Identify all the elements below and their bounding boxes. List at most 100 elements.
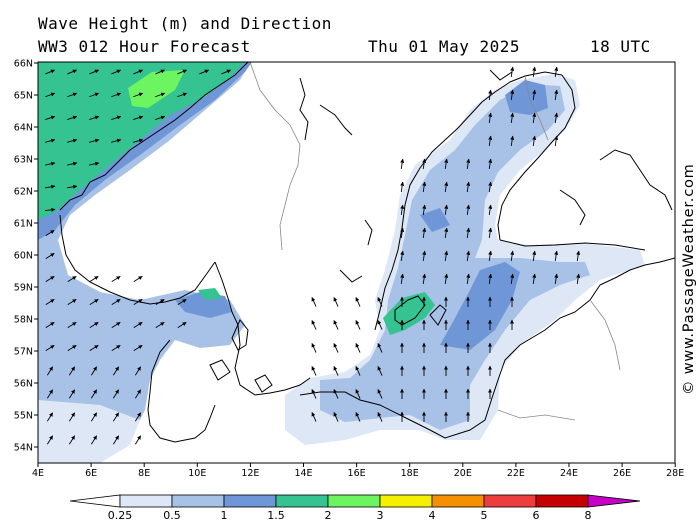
legend-swatch	[535, 494, 589, 508]
direction-arrow	[311, 412, 317, 422]
direction-arrow	[466, 227, 471, 239]
direction-arrow	[576, 250, 581, 262]
legend-swatch	[223, 494, 277, 508]
direction-arrow	[422, 158, 427, 170]
direction-arrow	[90, 435, 98, 445]
direction-arrow	[133, 275, 143, 283]
direction-arrow	[45, 321, 55, 329]
direction-arrow	[355, 343, 361, 353]
lon-tick-label: 12E	[241, 468, 259, 479]
coastlines	[59, 62, 675, 443]
direction-arrow	[333, 366, 339, 376]
direction-arrow	[466, 204, 471, 216]
legend-swatch	[379, 494, 433, 508]
legend-label: 2	[325, 509, 332, 522]
direction-arrow	[177, 69, 187, 75]
direction-arrow	[532, 89, 537, 101]
direction-arrow	[444, 158, 449, 170]
direction-arrow	[510, 66, 515, 78]
direction-arrow	[554, 89, 559, 101]
lat-tick-label: 60N	[14, 251, 33, 262]
lat-tick-label: 58N	[14, 315, 33, 326]
legend-label: 4	[429, 509, 436, 522]
direction-arrow	[488, 89, 493, 101]
legend-swatch	[171, 494, 225, 508]
lat-tick-label: 63N	[14, 155, 33, 166]
direction-arrow	[111, 92, 122, 98]
direction-arrow	[177, 298, 187, 306]
direction-arrow	[68, 412, 76, 422]
direction-arrow	[67, 69, 77, 75]
direction-arrow	[111, 321, 121, 329]
direction-arrow	[67, 138, 78, 143]
direction-arrow	[400, 227, 405, 239]
direction-arrow	[488, 273, 493, 285]
direction-arrow	[155, 115, 166, 120]
direction-arrow	[510, 250, 515, 262]
direction-arrow	[45, 161, 56, 166]
direction-arrow	[68, 389, 76, 399]
direction-arrow	[400, 204, 405, 216]
direction-arrow	[134, 412, 142, 422]
direction-arrow	[89, 298, 99, 306]
lat-tick-label: 62N	[14, 187, 33, 198]
legend-label: 1	[221, 509, 228, 522]
lon-tick-label: 14E	[294, 468, 312, 479]
direction-arrow	[90, 389, 98, 399]
direction-arrow	[311, 366, 317, 376]
direction-arrow	[377, 297, 383, 307]
direction-arrow	[532, 66, 537, 78]
direction-arrow	[134, 389, 142, 399]
direction-arrow	[554, 135, 559, 147]
direction-arrow	[355, 412, 361, 422]
direction-arrow	[45, 138, 56, 143]
direction-arrow	[89, 69, 99, 75]
direction-arrow	[112, 366, 120, 376]
direction-arrow	[444, 204, 449, 216]
chart-title: Wave Height (m) and Direction	[38, 14, 332, 33]
direction-arrow	[89, 321, 99, 329]
direction-arrow	[67, 321, 77, 329]
legend-high-triangle	[587, 494, 641, 508]
direction-arrow	[333, 412, 339, 422]
direction-arrow	[133, 138, 144, 143]
credit-text: © www.PassageWeather.com	[681, 163, 697, 395]
direction-arrow	[466, 158, 471, 170]
legend-swatch	[119, 494, 173, 508]
lon-tick-label: 8E	[138, 468, 150, 479]
lon-tick-label: 24E	[560, 468, 578, 479]
direction-arrow	[155, 92, 166, 98]
lon-tick-label: 4E	[32, 468, 44, 479]
direction-arrow	[466, 273, 471, 285]
legend-label: 0.25	[108, 509, 133, 522]
direction-arrow	[510, 135, 515, 147]
direction-arrow	[311, 389, 317, 399]
direction-arrow	[155, 298, 165, 306]
direction-arrow	[532, 250, 537, 262]
direction-arrow	[67, 298, 77, 306]
direction-arrow	[488, 135, 493, 147]
wave-direction-arrows	[44, 66, 581, 445]
direction-arrow	[333, 343, 339, 353]
direction-arrow	[444, 250, 449, 262]
direction-arrow	[554, 66, 559, 78]
lat-tick-label: 56N	[14, 379, 33, 390]
direction-arrow	[46, 366, 54, 376]
direction-arrow	[400, 181, 405, 193]
longitude-axis: 4E 6E 8E 10E 12E 14E 16E 18E 20E 22E 24E 26E 28E	[32, 463, 684, 479]
direction-arrow	[488, 158, 493, 170]
direction-arrow	[45, 298, 55, 306]
direction-arrow	[67, 344, 77, 352]
direction-arrow	[532, 135, 537, 147]
direction-arrow	[355, 297, 361, 307]
direction-arrow	[45, 229, 55, 237]
lon-tick-label: 6E	[85, 468, 97, 479]
direction-arrow	[90, 366, 98, 376]
latitude-axis: 54N 55N 56N 57N 58N 59N 60N 61N 62N 63N 64N 65N 66N	[14, 59, 38, 454]
direction-arrow	[67, 161, 78, 166]
direction-arrow	[311, 320, 317, 330]
direction-arrow	[554, 250, 559, 262]
direction-arrow	[488, 181, 493, 193]
legend-label: 1.5	[267, 509, 285, 522]
